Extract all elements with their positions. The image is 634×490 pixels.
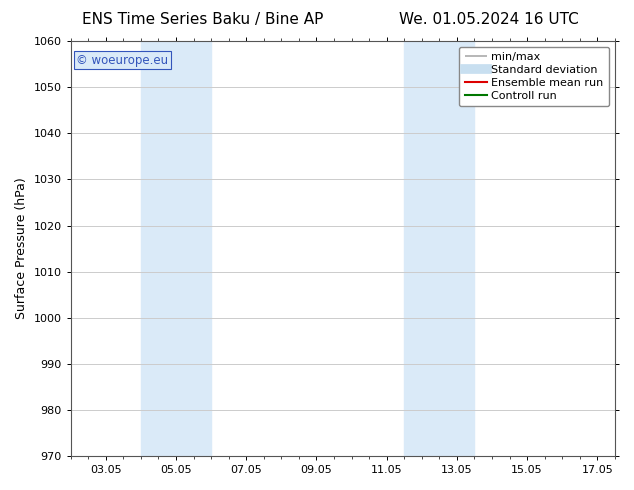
- Bar: [404, 41, 474, 456]
- Legend: min/max, Standard deviation, Ensemble mean run, Controll run: min/max, Standard deviation, Ensemble me…: [459, 47, 609, 106]
- Y-axis label: Surface Pressure (hPa): Surface Pressure (hPa): [15, 178, 28, 319]
- Bar: [141, 41, 211, 456]
- Text: ENS Time Series Baku / Bine AP: ENS Time Series Baku / Bine AP: [82, 12, 324, 27]
- Text: We. 01.05.2024 16 UTC: We. 01.05.2024 16 UTC: [399, 12, 579, 27]
- Text: © woeurope.eu: © woeurope.eu: [76, 54, 168, 67]
